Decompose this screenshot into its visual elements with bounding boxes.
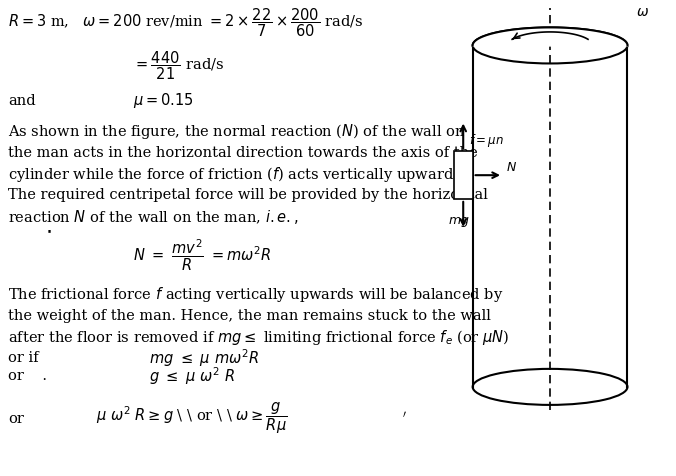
Text: $R = 3$ m,   $\omega = 200$ rev/min $= 2 \times \dfrac{22}{7} \times \dfrac{200}: $R = 3$ m, $\omega = 200$ rev/min $= 2 \… [8,7,364,39]
Text: $\mu \ \omega^2 \ R \geq g$ \ \ or \ \ $\omega \geq \dfrac{g}{R\mu}$: $\mu \ \omega^2 \ R \geq g$ \ \ or \ \ $… [95,400,287,436]
Text: $N \ = \ \dfrac{mv^2}{R} \ = m\omega^2 R$: $N \ = \ \dfrac{mv^2}{R} \ = m\omega^2 R… [132,238,271,273]
Text: $N$: $N$ [506,161,517,174]
Bar [454,152,473,199]
Text: The required centripetal force will be provided by the horizontal: The required centripetal force will be p… [8,188,488,202]
Text: $\omega$: $\omega$ [635,5,648,19]
Text: $g \ \leq \ \mu \ \omega^2 \ R$: $g \ \leq \ \mu \ \omega^2 \ R$ [149,365,236,386]
Text: $mg$: $mg$ [448,215,470,228]
Text: reaction $N$ of the wall on the man, $i.e.,$: reaction $N$ of the wall on the man, $i.… [8,207,299,225]
Text: $'$: $'$ [402,411,407,425]
Text: or: or [8,411,24,425]
Text: the weight of the man. Hence, the man remains stuck to the wall: the weight of the man. Hence, the man re… [8,308,491,322]
Text: or if: or if [8,351,39,365]
Text: $\mu  =  0.15$: $\mu = 0.15$ [132,91,193,110]
Text: $\cdot$: $\cdot$ [45,219,52,241]
Text: The frictional force $f$ acting vertically upwards will be balanced by: The frictional force $f$ acting vertical… [8,284,504,303]
Text: cylinder while the force of friction ($f$) acts vertically upwards.: cylinder while the force of friction ($f… [8,164,465,183]
Text: or    .: or . [8,368,47,382]
Text: after the floor is removed if $mg \leq$ limiting frictional force $f_e$ (or $\mu: after the floor is removed if $mg \leq$ … [8,327,510,346]
Text: $f = \mu n$: $f = \mu n$ [468,132,504,149]
Text: $mg \ \leq \ \mu \ m\omega^2 R$: $mg \ \leq \ \mu \ m\omega^2 R$ [149,347,260,368]
Text: the man acts in the horizontal direction towards the axis of the: the man acts in the horizontal direction… [8,145,478,159]
Text: $= \dfrac{440}{21}$ rad/s: $= \dfrac{440}{21}$ rad/s [132,49,224,81]
Text: and: and [8,94,36,108]
Text: As shown in the figure, the normal reaction ($N$) of the wall on: As shown in the figure, the normal react… [8,121,466,140]
